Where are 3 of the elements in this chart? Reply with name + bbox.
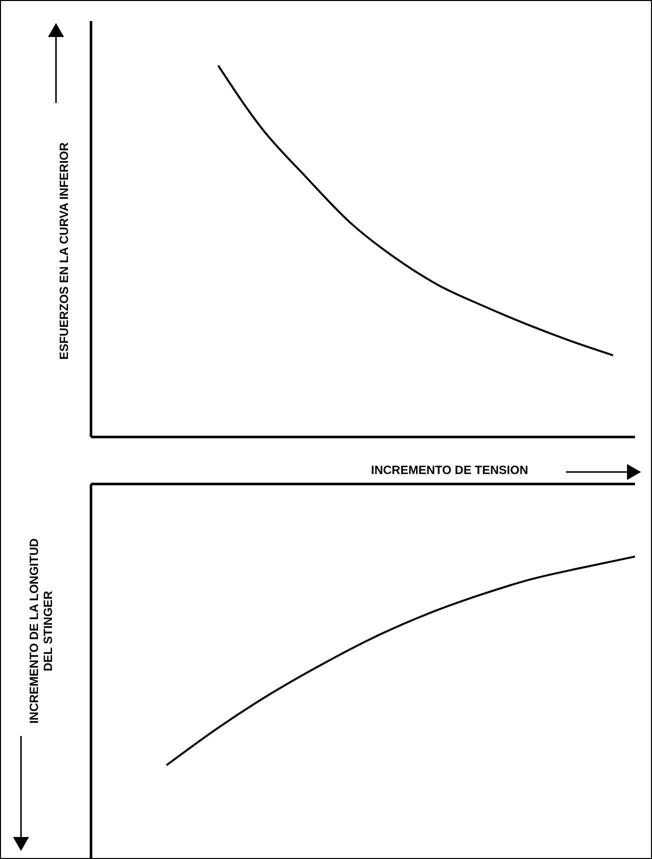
x-axis-title: INCREMENTO DE TENSION bbox=[371, 463, 528, 477]
y-axis-title: INCREMENTO DE LA LONGITUD DEL STINGER bbox=[27, 537, 55, 726]
y-axis-title: ESFUERZOS EN LA CURVA INFERIOR bbox=[57, 142, 71, 360]
